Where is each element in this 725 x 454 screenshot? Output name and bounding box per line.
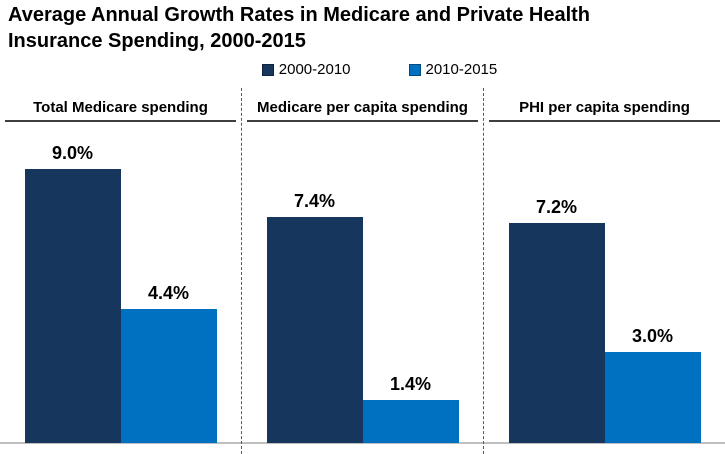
panel-1: Total Medicare spending 9.0% 4.4% xyxy=(0,88,241,454)
bar-value-label: 1.4% xyxy=(389,374,432,395)
bar-group: 9.0% 4.4% xyxy=(24,142,217,443)
bar-wrap: 4.4% xyxy=(120,282,217,443)
panel-title: Total Medicare spending xyxy=(33,99,208,116)
bar-wrap: 1.4% xyxy=(362,374,459,443)
bar-2000-2010 xyxy=(508,223,605,443)
panel-title-underline xyxy=(247,120,478,122)
panel-title: PHI per capita spending xyxy=(519,99,690,116)
legend-label: 2000-2010 xyxy=(278,61,351,78)
bar-2010-2015 xyxy=(604,351,701,443)
bar-value-label: 3.0% xyxy=(631,325,674,346)
legend-label: 2010-2015 xyxy=(425,61,498,78)
bar-2000-2010 xyxy=(24,168,121,443)
x-axis-baseline xyxy=(0,442,725,444)
bar-2010-2015 xyxy=(120,308,217,443)
bar-wrap: 7.4% xyxy=(266,191,363,443)
legend: 2000-2010 2010-2015 xyxy=(0,61,725,78)
bar-2000-2010 xyxy=(266,217,363,443)
bar-wrap: 3.0% xyxy=(604,325,701,443)
legend-swatch-icon xyxy=(261,63,274,76)
panel-title: Medicare per capita spending xyxy=(257,99,468,116)
legend-swatch-icon xyxy=(408,63,421,76)
bar-value-label: 7.2% xyxy=(535,197,578,218)
bar-value-label: 9.0% xyxy=(51,142,94,163)
bar-2010-2015 xyxy=(362,400,459,443)
bar-value-label: 7.4% xyxy=(293,191,336,212)
panel-2: Medicare per capita spending 7.4% 1.4% xyxy=(241,88,483,454)
legend-item-2000-2010: 2000-2010 xyxy=(261,61,351,78)
bar-wrap: 7.2% xyxy=(508,197,605,443)
panel-title-underline xyxy=(489,120,720,122)
bar-wrap: 9.0% xyxy=(24,142,121,443)
bar-group: 7.4% 1.4% xyxy=(266,191,459,443)
panel-3: PHI per capita spending 7.2% 3.0% xyxy=(483,88,725,454)
legend-item-2010-2015: 2010-2015 xyxy=(408,61,498,78)
chart-title: Average Annual Growth Rates in Medicare … xyxy=(8,4,591,52)
bar-value-label: 4.4% xyxy=(147,282,190,303)
bar-group: 7.2% 3.0% xyxy=(508,197,701,443)
plot-area: Total Medicare spending 9.0% 4.4% Medicare … xyxy=(0,88,725,454)
panel-title-underline xyxy=(5,120,236,122)
